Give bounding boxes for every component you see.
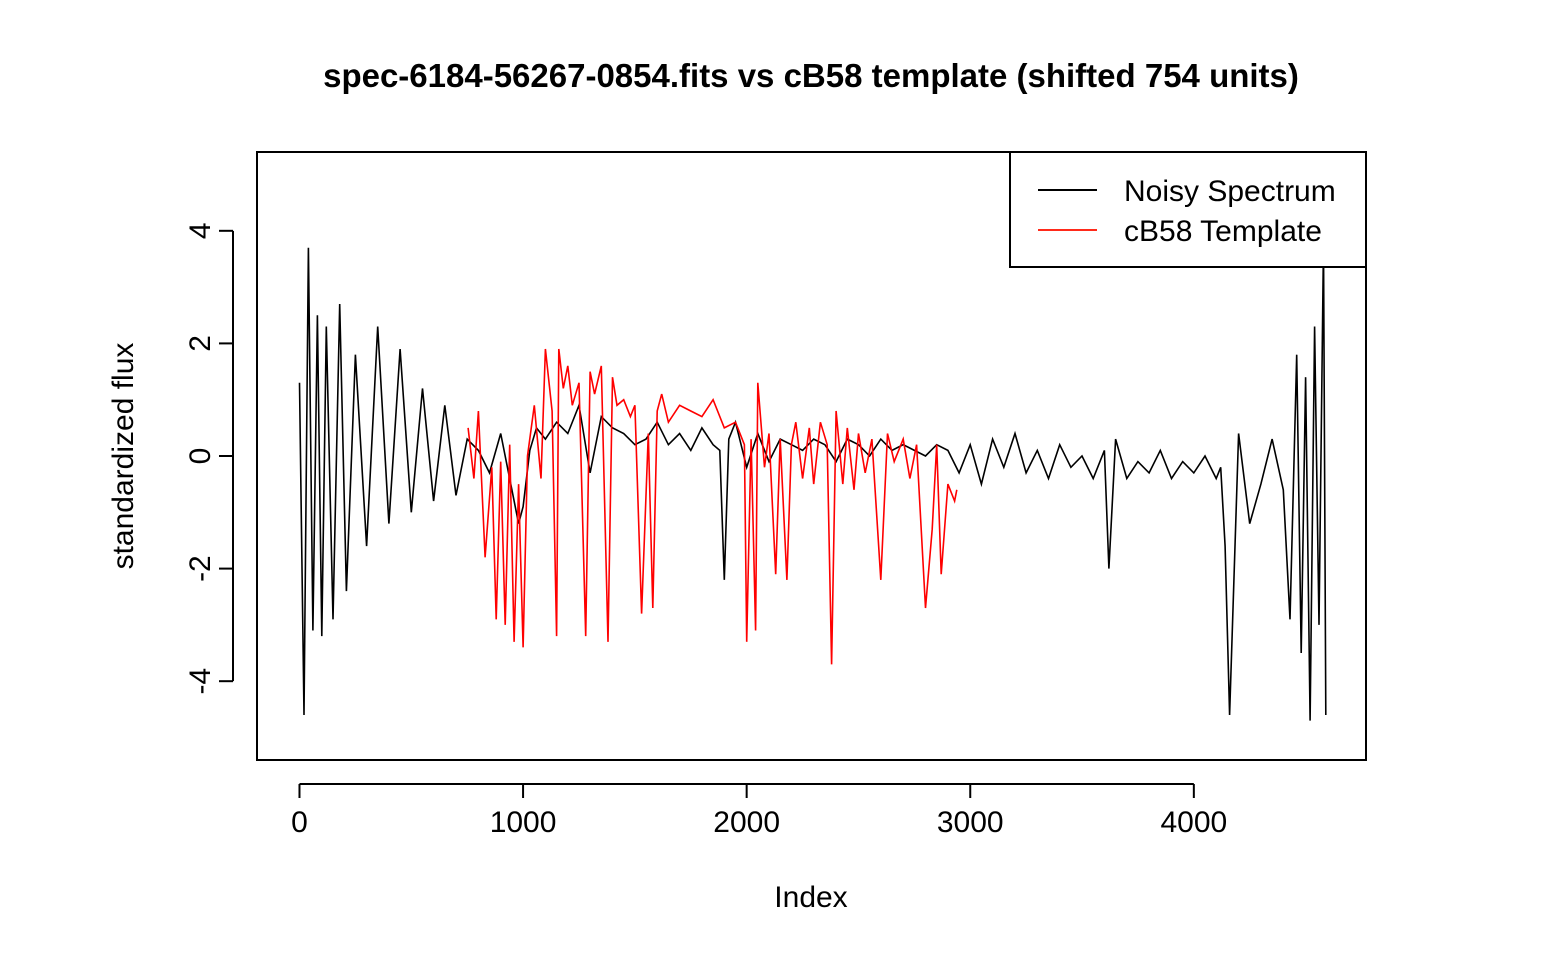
y-tick-label: -2 (184, 555, 217, 582)
y-tick-label: 2 (184, 335, 217, 352)
legend-label-noisy-spectrum: Noisy Spectrum (1124, 175, 1336, 208)
series-line-cb58-template (467, 348, 958, 665)
x-tick-label: 2000 (713, 806, 780, 839)
y-tick-label: 0 (184, 448, 217, 465)
legend: Noisy Spectrum cB58 Template (1009, 151, 1367, 268)
x-tick-label: 1000 (490, 806, 557, 839)
y-tick-label: 4 (184, 222, 217, 239)
y-axis: -4 -2 0 2 4 (184, 222, 234, 695)
y-tick-label: -4 (184, 668, 217, 695)
x-tick-label: 0 (291, 806, 308, 839)
legend-box (1009, 151, 1367, 268)
x-axis: 0 1000 2000 3000 4000 (291, 783, 1227, 839)
legend-label-cb58-template: cB58 Template (1124, 215, 1322, 248)
chart-title: spec-6184-56267-0854.fits vs cB58 templa… (323, 57, 1299, 94)
x-tick-label: 3000 (937, 806, 1004, 839)
x-tick-label: 4000 (1160, 806, 1227, 839)
plot-frame (256, 151, 1367, 761)
series-line-noisy-spectrum (298, 242, 1327, 721)
series-layer (298, 242, 1327, 721)
y-axis-label: standardized flux (107, 343, 140, 570)
x-axis-label: Index (774, 881, 847, 914)
